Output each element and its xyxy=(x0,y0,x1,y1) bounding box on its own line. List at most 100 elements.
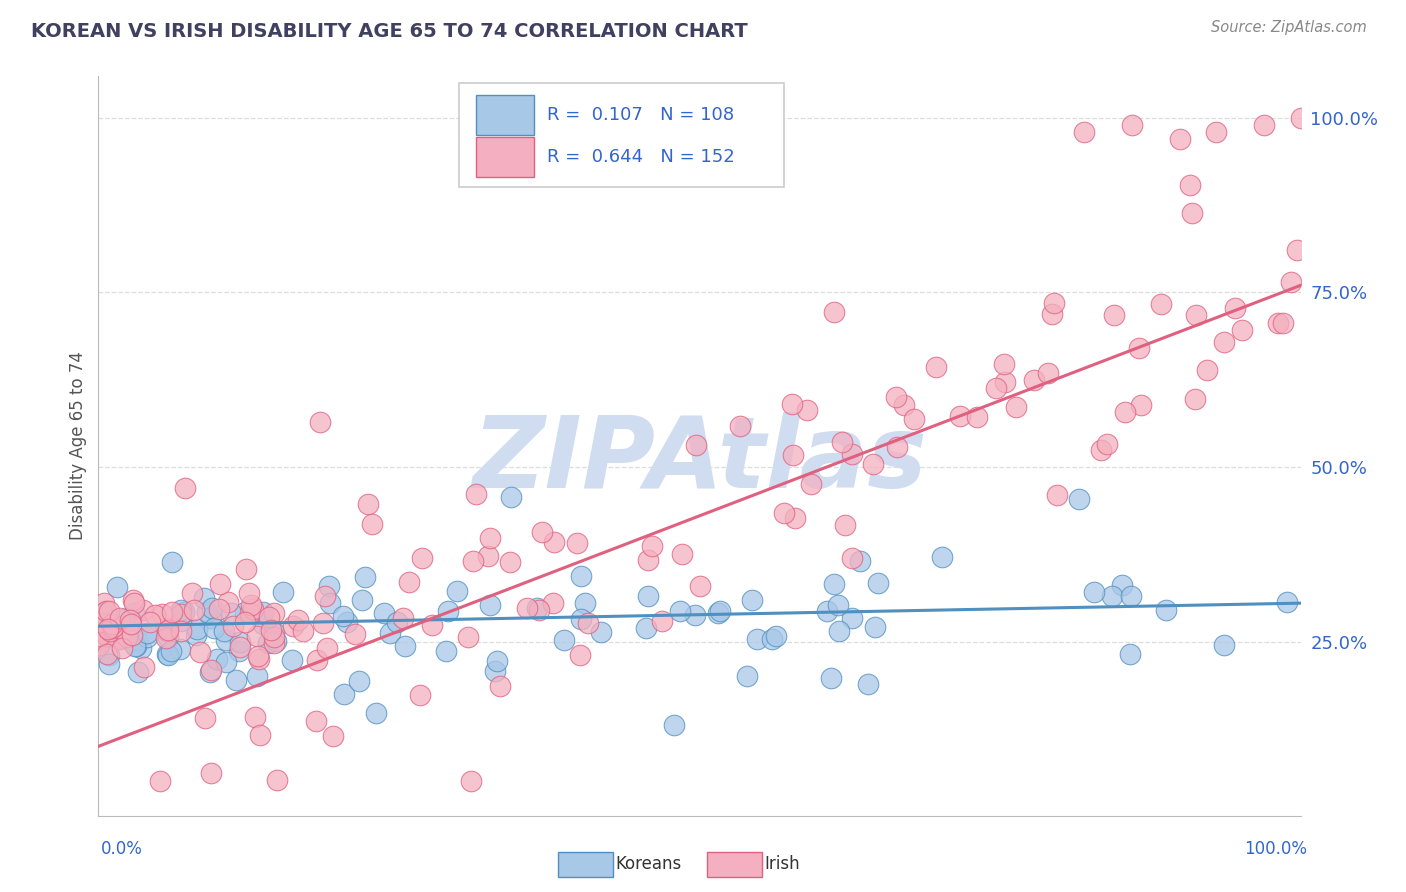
Point xyxy=(87,639,110,653)
Point xyxy=(434,643,457,657)
Point xyxy=(143,607,166,622)
Point xyxy=(884,390,907,404)
Point xyxy=(1119,647,1142,661)
Point xyxy=(848,554,870,568)
Point xyxy=(841,447,863,461)
Point xyxy=(925,360,948,375)
Point xyxy=(291,624,314,638)
Point xyxy=(200,766,222,780)
Point xyxy=(457,631,479,645)
Point xyxy=(1277,594,1299,608)
Point xyxy=(215,655,238,669)
Point xyxy=(228,644,250,658)
Point xyxy=(138,615,160,629)
Point xyxy=(741,593,763,607)
Point xyxy=(420,618,443,632)
Point xyxy=(1046,488,1069,502)
Point xyxy=(343,626,366,640)
Point xyxy=(986,381,1008,395)
Point xyxy=(815,604,838,618)
Point xyxy=(637,589,659,603)
Point xyxy=(526,601,548,615)
Point xyxy=(249,728,271,742)
Point xyxy=(111,632,134,646)
Point xyxy=(160,555,183,569)
Point xyxy=(170,603,193,617)
Point xyxy=(160,644,183,658)
Point xyxy=(221,619,243,633)
Point xyxy=(1038,366,1060,380)
Point xyxy=(201,601,224,615)
Point xyxy=(411,550,433,565)
Point xyxy=(1090,442,1112,457)
Point xyxy=(219,606,242,620)
Point xyxy=(735,669,758,683)
Point xyxy=(263,630,285,644)
Point xyxy=(242,602,264,616)
Point xyxy=(121,628,143,642)
Point xyxy=(135,630,157,644)
Point xyxy=(437,604,460,618)
Point xyxy=(461,554,484,568)
Point xyxy=(1170,131,1192,145)
Point xyxy=(761,632,783,646)
Point xyxy=(671,547,693,561)
Point xyxy=(260,623,283,637)
Point xyxy=(186,622,208,636)
Point xyxy=(1285,243,1308,257)
Point xyxy=(478,531,501,545)
Point xyxy=(637,553,659,567)
Point xyxy=(200,610,222,624)
Point xyxy=(366,706,388,720)
Point xyxy=(259,610,281,624)
Point xyxy=(1121,589,1143,603)
Point xyxy=(195,605,218,619)
Point xyxy=(1128,342,1150,356)
Text: ZIPAtlas: ZIPAtlas xyxy=(472,412,927,509)
Text: 0.0%: 0.0% xyxy=(101,840,143,858)
Point xyxy=(93,596,115,610)
Point xyxy=(322,730,344,744)
Point xyxy=(108,632,131,646)
Point xyxy=(118,613,141,627)
Point xyxy=(949,409,972,424)
Point xyxy=(281,619,304,633)
Point xyxy=(886,440,908,454)
Point xyxy=(662,717,685,731)
Point xyxy=(239,606,262,620)
Point xyxy=(683,607,706,622)
Point xyxy=(385,615,408,630)
Point xyxy=(1205,125,1227,139)
Point xyxy=(129,640,152,655)
Point xyxy=(903,411,925,425)
Point xyxy=(479,599,502,613)
Point xyxy=(1150,297,1173,311)
Point xyxy=(188,645,211,659)
Point xyxy=(728,418,751,433)
Point xyxy=(162,605,184,619)
Point xyxy=(243,710,266,724)
Point xyxy=(155,632,177,646)
Point xyxy=(380,625,402,640)
Point xyxy=(127,632,149,647)
Point xyxy=(747,632,769,647)
Point xyxy=(157,623,180,637)
Point xyxy=(247,649,270,664)
Point xyxy=(312,615,335,630)
Point xyxy=(499,555,522,569)
Point xyxy=(207,602,229,616)
Point xyxy=(1272,316,1295,330)
Point xyxy=(98,624,121,639)
Point xyxy=(117,626,139,640)
Point xyxy=(246,669,269,683)
Point xyxy=(124,639,146,653)
Point xyxy=(127,665,149,679)
Point xyxy=(194,710,217,724)
Point xyxy=(489,679,512,693)
Point xyxy=(1005,401,1028,415)
Point xyxy=(214,624,236,639)
Point xyxy=(108,610,131,624)
Point xyxy=(773,506,796,520)
Point xyxy=(477,549,499,563)
Point xyxy=(91,606,114,620)
